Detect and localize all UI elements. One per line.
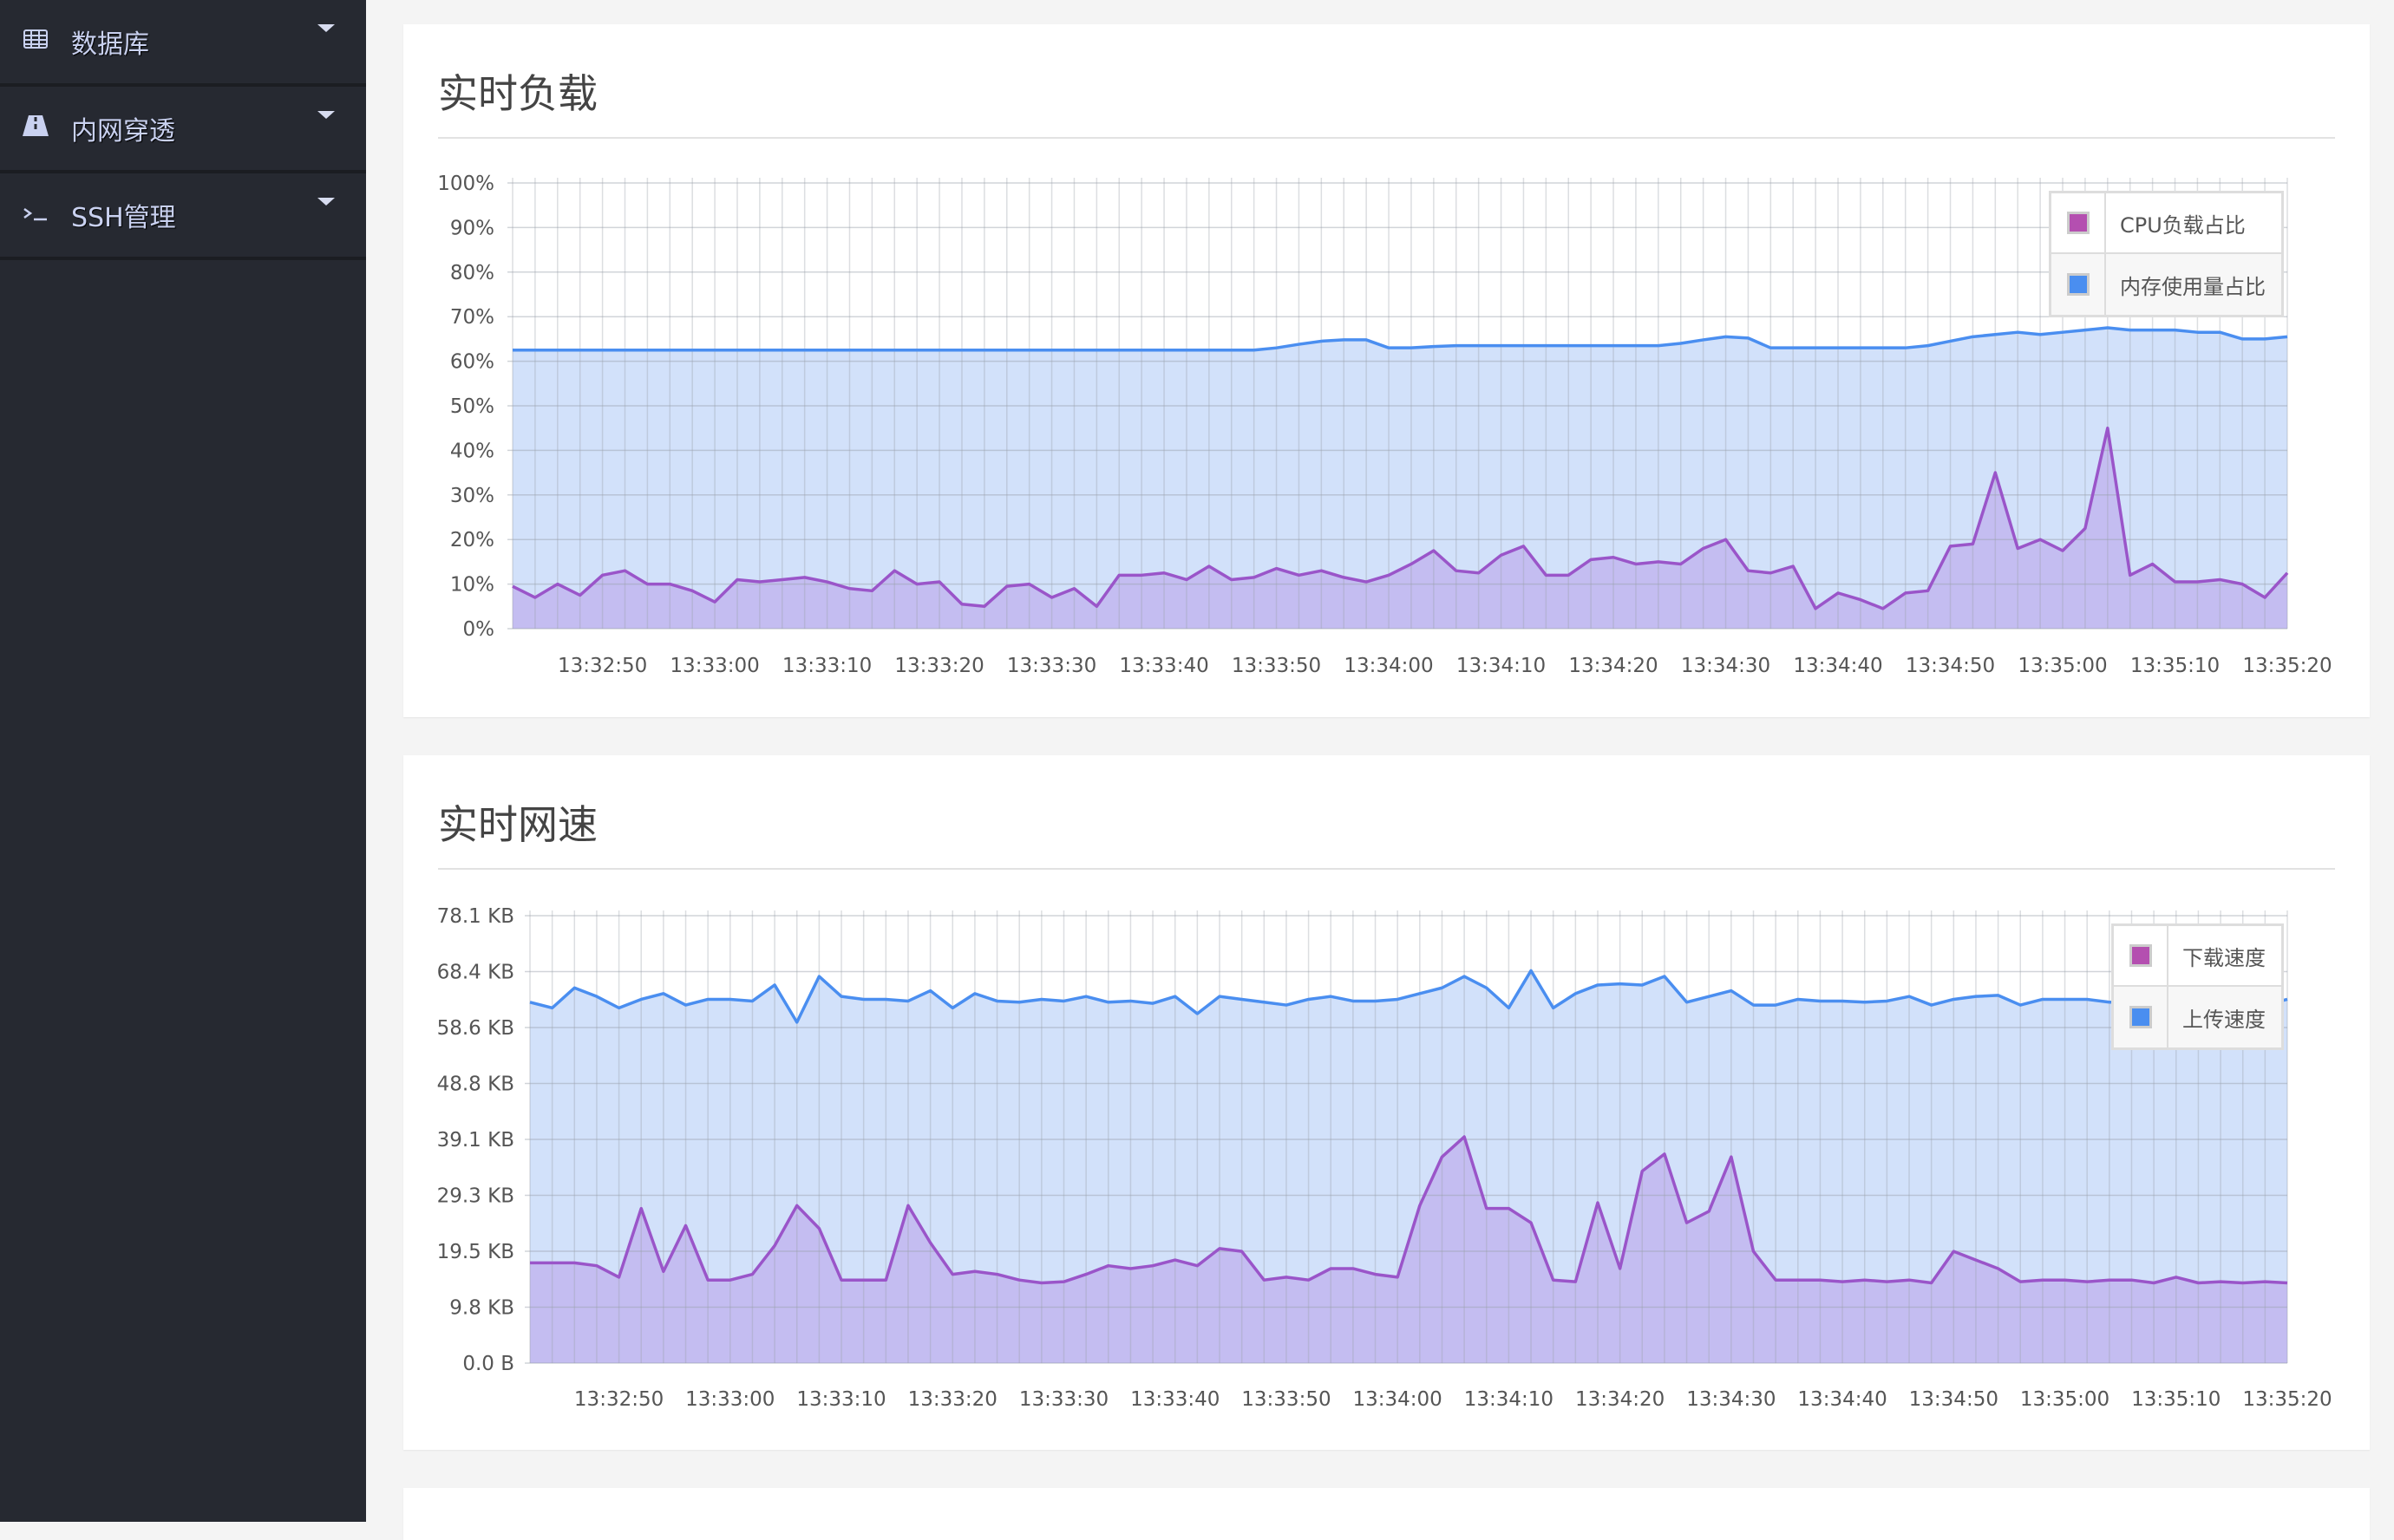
x-tick-label: 13:34:10: [1464, 1388, 1553, 1411]
x-tick-label: 13:35:20: [2242, 1388, 2332, 1411]
y-tick-label: 78.1 KB: [437, 905, 514, 928]
y-tick-label: 40%: [450, 440, 494, 462]
y-tick-label: 0%: [463, 618, 495, 641]
x-tick-label: 13:33:00: [670, 655, 759, 677]
x-tick-label: 13:35:00: [2020, 1388, 2109, 1411]
x-tick-label: 13:33:50: [1232, 655, 1321, 677]
y-tick-label: 58.6 KB: [437, 1017, 514, 1040]
sidebar: 数据库 内网穿透 SSH管理: [0, 0, 366, 1522]
series-area: [530, 1137, 2287, 1363]
x-tick-label: 13:34:00: [1344, 655, 1433, 677]
divider: [438, 868, 2335, 870]
caret-down-icon: [317, 198, 335, 206]
chart-legend: CPU负载占比 内存使用量占比: [2049, 191, 2284, 317]
panel-title: 实时负载: [438, 70, 598, 117]
load-panel: 实时负载 0% 10% 20% 30% 40% 50% 60% 70% 80% 90% 100% 13…: [403, 24, 2370, 717]
x-tick-label: 13:34:40: [1797, 1388, 1887, 1411]
x-tick-label: 13:33:00: [685, 1388, 775, 1411]
legend-item-download[interactable]: 下载速度: [2114, 926, 2281, 987]
x-tick-label: 13:33:30: [1019, 1388, 1109, 1411]
x-tick-label: 13:34:20: [1568, 655, 1658, 677]
y-tick-label: 100%: [437, 173, 494, 195]
x-tick-label: 13:34:20: [1575, 1388, 1665, 1411]
legend-label: 上传速度: [2182, 1007, 2266, 1032]
y-tick-label: 70%: [450, 306, 494, 329]
x-tick-label: 13:33:20: [894, 655, 984, 677]
x-tick-label: 13:32:50: [558, 655, 647, 677]
table-icon: [23, 29, 49, 55]
legend-label: CPU负载占比: [2120, 212, 2246, 238]
series-area: [513, 328, 2287, 629]
legend-item-memory[interactable]: 内存使用量占比: [2051, 254, 2281, 315]
sidebar-item-label: SSH管理: [71, 203, 176, 233]
x-tick-label: 13:33:30: [1007, 655, 1096, 677]
network-panel: 实时网速 0.0 B 9.8 KB 19.5 KB 29.3 KB 39.1 KB 48.…: [403, 755, 2370, 1450]
x-tick-label: 13:34:50: [1909, 1388, 1998, 1411]
x-tick-label: 13:33:10: [796, 1388, 886, 1411]
y-tick-label: 90%: [450, 217, 494, 239]
load-chart: 0% 10% 20% 30% 40% 50% 60% 70% 80% 90% 100% 13:32:5…: [437, 173, 2332, 677]
y-tick-label: 0.0 B: [462, 1353, 514, 1375]
series-line: [512, 426, 2289, 610]
x-tick-label: 13:35:20: [2242, 655, 2332, 677]
x-tick-label: 13:33:50: [1241, 1388, 1331, 1411]
y-tick-label: 80%: [450, 262, 494, 284]
terminal-icon: [23, 202, 49, 228]
x-tick-label: 13:34:30: [1681, 655, 1770, 677]
network-chart: 0.0 B 9.8 KB 19.5 KB 29.3 KB 39.1 KB 48.8 KB 5…: [437, 905, 2332, 1411]
panel-title: 实时网速: [438, 801, 598, 848]
series-line: [513, 326, 2288, 352]
y-tick-label: 39.1 KB: [437, 1129, 514, 1152]
legend-item-upload[interactable]: 上传速度: [2114, 987, 2281, 1047]
y-tick-label: 68.4 KB: [437, 962, 514, 984]
x-tick-label: 13:33:20: [908, 1388, 998, 1411]
x-tick-label: 13:34:00: [1353, 1388, 1442, 1411]
y-tick-label: 29.3 KB: [437, 1185, 514, 1208]
next-panel: [403, 1488, 2370, 1540]
y-tick-label: 50%: [450, 395, 494, 418]
y-tick-label: 19.5 KB: [437, 1241, 514, 1263]
y-tick-label: 48.8 KB: [437, 1073, 514, 1096]
upload-swatch: [2129, 1006, 2152, 1028]
x-tick-label: 13:35:10: [2130, 655, 2220, 677]
x-tick-label: 13:34:30: [1686, 1388, 1776, 1411]
x-tick-label: 13:33:40: [1119, 655, 1208, 677]
series-line: [529, 969, 2288, 1024]
road-icon: [23, 114, 49, 142]
sidebar-item-label: 数据库: [71, 29, 149, 60]
caret-down-icon: [317, 24, 335, 32]
memory-swatch: [2066, 273, 2090, 296]
legend-item-cpu[interactable]: CPU负载占比: [2051, 193, 2281, 254]
y-tick-label: 10%: [450, 574, 494, 597]
chart-legend: 下载速度 上传速度: [2111, 923, 2284, 1050]
y-tick-label: 60%: [450, 351, 494, 374]
series-line: [530, 1135, 2288, 1285]
download-swatch: [2129, 944, 2152, 967]
x-tick-label: 13:34:10: [1456, 655, 1546, 677]
caret-down-icon: [317, 111, 335, 119]
sidebar-item-intranet-penetration[interactable]: 内网穿透: [0, 87, 366, 173]
x-tick-label: 13:33:40: [1130, 1388, 1220, 1411]
x-tick-label: 13:35:00: [2018, 655, 2107, 677]
x-tick-label: 13:32:50: [574, 1388, 664, 1411]
cpu-swatch: [2066, 212, 2090, 234]
x-tick-label: 13:33:10: [782, 655, 872, 677]
sidebar-item-database[interactable]: 数据库: [0, 0, 366, 87]
x-tick-label: 13:35:10: [2131, 1388, 2221, 1411]
divider: [438, 137, 2335, 139]
series-area: [530, 970, 2287, 1363]
y-tick-label: 30%: [450, 485, 494, 507]
sidebar-item-label: 内网穿透: [71, 116, 175, 147]
x-tick-label: 13:34:50: [1906, 655, 1995, 677]
sidebar-item-ssh[interactable]: SSH管理: [0, 173, 366, 260]
y-tick-label: 9.8 KB: [449, 1297, 514, 1320]
y-tick-label: 20%: [450, 529, 494, 551]
legend-label: 内存使用量占比: [2120, 274, 2266, 299]
legend-label: 下载速度: [2182, 945, 2266, 970]
x-tick-label: 13:34:40: [1793, 655, 1882, 677]
